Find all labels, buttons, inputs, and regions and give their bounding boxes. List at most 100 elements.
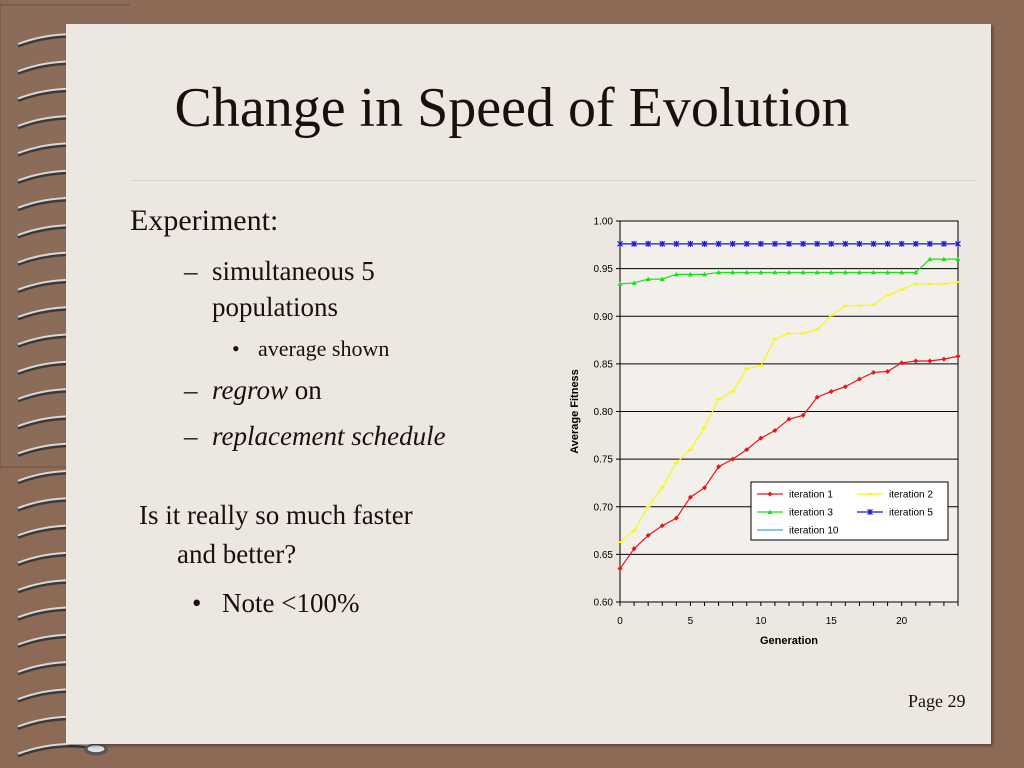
data-point — [927, 256, 933, 262]
data-point — [617, 281, 623, 286]
x-tick-label: 0 — [617, 616, 623, 627]
legend-item: iteration 2 — [857, 490, 933, 501]
bullet-regrow: regrow on — [212, 375, 322, 406]
data-point — [730, 456, 736, 462]
data-point — [898, 240, 905, 247]
data-point — [955, 256, 961, 262]
data-point — [617, 566, 623, 572]
data-point — [730, 269, 736, 275]
data-point — [828, 240, 835, 247]
legend: iteration 1 iteration 2 iteration 3 iterati… — [750, 481, 949, 541]
data-point — [899, 360, 905, 366]
bullet-populations-line2: populations — [212, 292, 338, 322]
data-point — [673, 240, 680, 247]
data-point — [757, 240, 764, 247]
y-tick-label: 1.00 — [594, 217, 614, 228]
series-iteration-2 — [617, 280, 961, 543]
data-point — [673, 515, 679, 521]
data-point — [828, 388, 834, 394]
data-point — [767, 491, 773, 497]
bullet-dot: • — [232, 336, 240, 361]
note-text: Note <100% — [222, 588, 360, 618]
y-tick-label: 0.90 — [594, 312, 614, 323]
ring-loop — [86, 744, 106, 754]
data-point — [771, 240, 778, 247]
data-point — [926, 240, 933, 247]
data-point — [687, 271, 693, 277]
data-point — [715, 240, 722, 247]
data-point — [702, 271, 707, 277]
x-axis-label: Generation — [760, 635, 818, 647]
y-tick-label: 0.85 — [594, 359, 614, 370]
data-point — [645, 276, 651, 282]
bullet-dot: • — [192, 588, 202, 618]
data-point — [940, 240, 947, 247]
data-point — [842, 384, 848, 390]
data-point — [814, 394, 820, 400]
data-point — [913, 358, 919, 364]
axes: 0.60 0.65 0.70 0.75 0.80 0.85 0.90 0.95 1.00 0 5 10… — [594, 217, 959, 627]
data-point — [659, 523, 665, 529]
legend-label: iteration 2 — [889, 490, 933, 501]
data-point — [814, 240, 821, 247]
data-point — [912, 240, 919, 247]
legend-item: iteration 10 — [757, 526, 839, 537]
x-tick-label: 20 — [896, 616, 908, 627]
data-point — [716, 464, 722, 470]
data-point — [645, 532, 651, 538]
data-point — [927, 358, 933, 364]
data-point — [701, 240, 708, 247]
data-point — [758, 269, 764, 275]
question-line1: Is it really so much faster — [139, 500, 413, 530]
series-iteration-3 — [617, 256, 961, 286]
y-tick-label: 0.80 — [594, 407, 614, 418]
data-point — [767, 509, 773, 514]
slide-title: Change in Speed of Evolution — [174, 77, 850, 139]
series-iteration-5 — [617, 240, 961, 247]
bullet-experiment: Experiment: — [130, 204, 279, 237]
data-point — [772, 269, 778, 275]
legend-item: iteration 5 — [857, 508, 933, 519]
data-point — [856, 376, 862, 382]
ring-wire — [17, 743, 97, 755]
legend-label: iteration 5 — [889, 508, 933, 519]
data-point — [617, 240, 623, 247]
data-point — [842, 240, 849, 247]
series-group — [617, 240, 961, 572]
data-point — [955, 353, 961, 359]
dash-marker: – — [184, 421, 198, 451]
data-point — [814, 269, 820, 275]
data-point — [899, 269, 905, 275]
data-point — [885, 368, 891, 374]
data-point — [702, 485, 707, 491]
grid-lines — [619, 220, 959, 603]
data-point — [884, 240, 891, 247]
title-divider — [130, 180, 976, 181]
y-tick-label: 0.70 — [594, 502, 614, 513]
data-point — [871, 269, 876, 275]
y-tick-label: 0.65 — [594, 550, 614, 561]
data-point — [659, 276, 665, 282]
data-point — [856, 240, 863, 247]
data-point — [744, 269, 750, 275]
data-point — [645, 240, 652, 247]
replacement-emphasis: replacement schedule — [212, 421, 446, 451]
x-tick-label: 5 — [688, 616, 694, 627]
data-point — [786, 269, 792, 275]
regrow-rest: on — [288, 375, 322, 405]
series-iteration-1 — [617, 353, 961, 572]
bullet-replacement-schedule: replacement schedule — [212, 421, 446, 452]
data-point — [800, 412, 806, 418]
bullet-populations-line1: simultaneous 5 — [212, 256, 375, 286]
data-point — [800, 269, 806, 275]
legend-label: iteration 10 — [789, 526, 839, 537]
data-point — [941, 256, 947, 262]
data-point — [871, 369, 876, 375]
data-point — [758, 435, 764, 441]
fitness-line-chart: 0.60 0.65 0.70 0.75 0.80 0.85 0.90 0.95 1.00 0 5 10… — [569, 217, 961, 647]
legend-box — [750, 481, 949, 541]
y-tick-label: 0.95 — [594, 264, 614, 275]
legend-label: iteration 3 — [789, 508, 833, 519]
data-point — [870, 240, 877, 247]
data-point — [800, 240, 807, 247]
